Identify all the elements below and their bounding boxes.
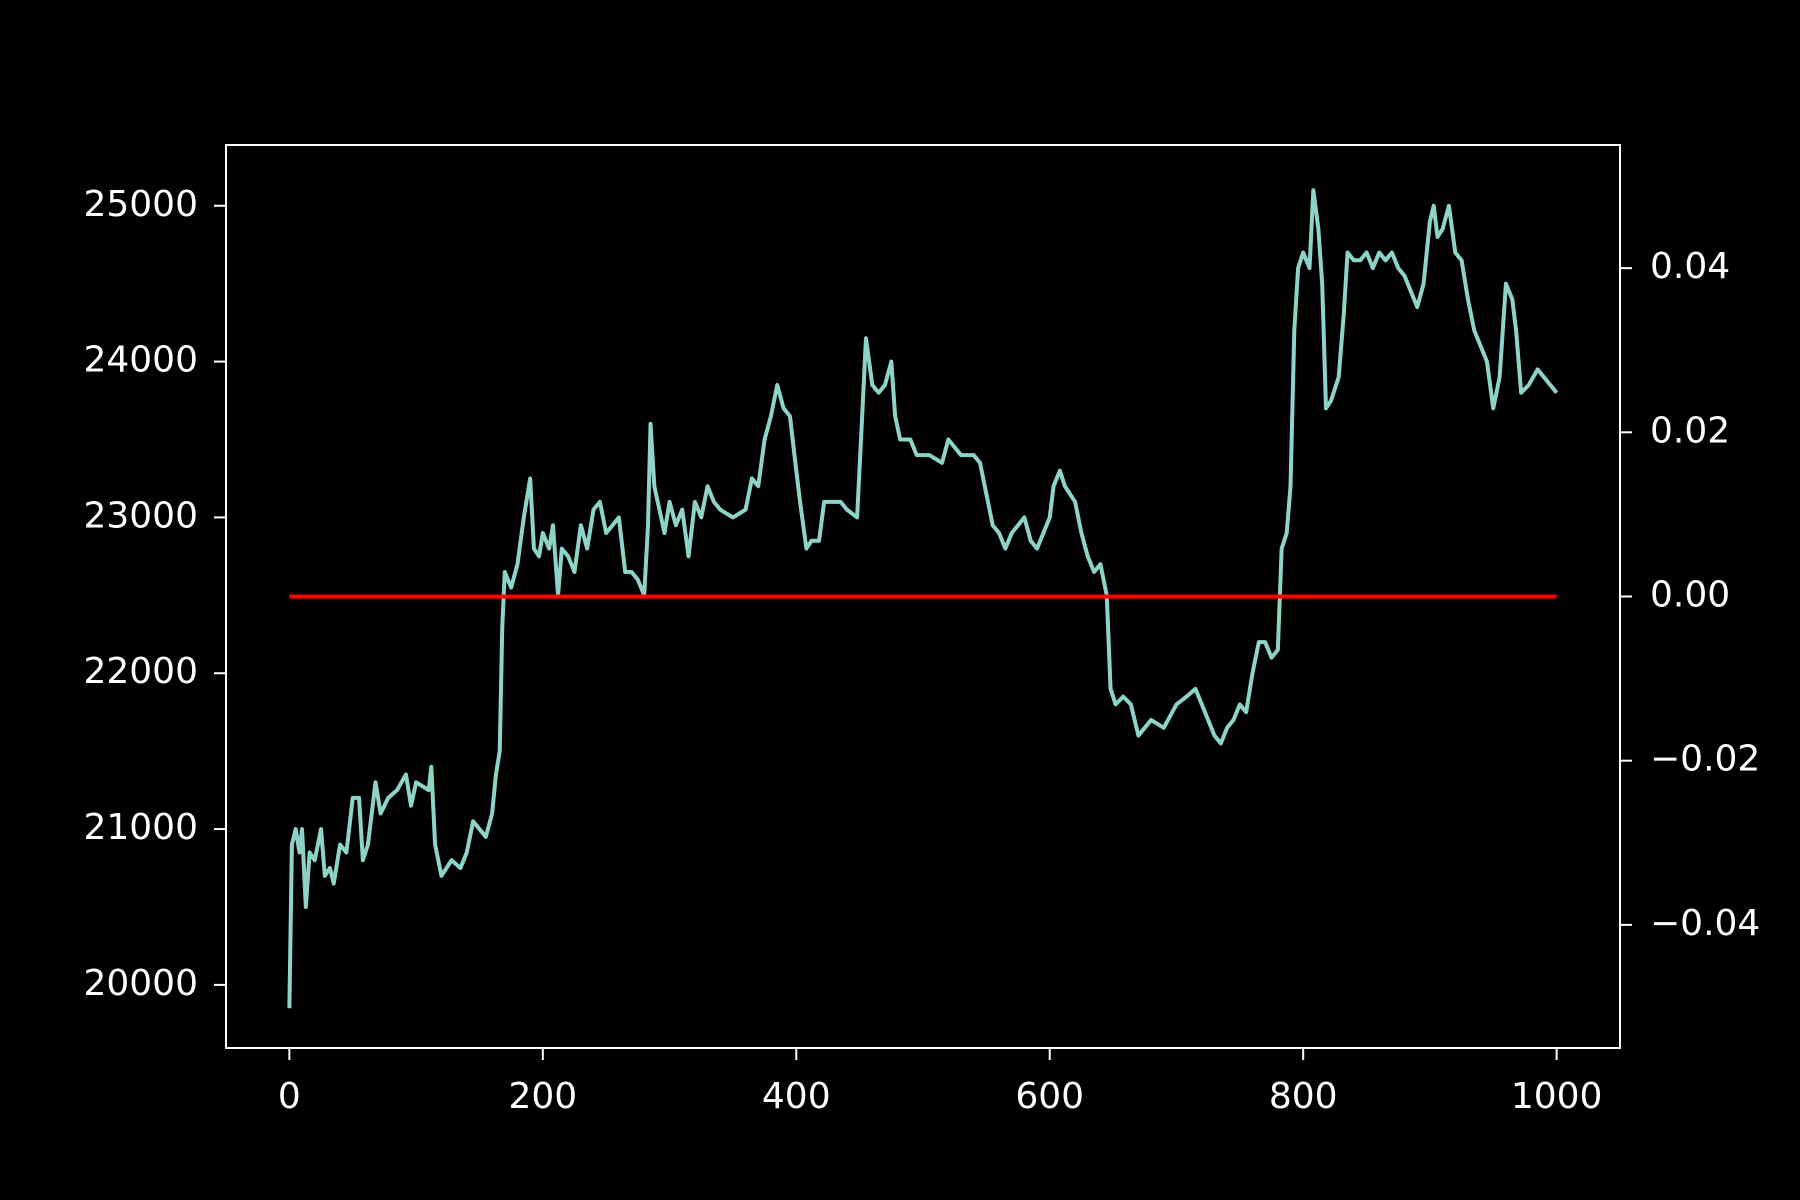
x-tick-label: 1000 <box>1511 1076 1603 1117</box>
x-tick-label: 200 <box>508 1076 577 1117</box>
y2-tick-label: −0.02 <box>1650 739 1760 780</box>
x-tick-label: 600 <box>1015 1076 1084 1117</box>
y2-tick-label: −0.04 <box>1650 903 1760 944</box>
y-tick-label: 25000 <box>83 184 198 225</box>
y-tick-label: 23000 <box>83 495 198 536</box>
data-line <box>287 188 1559 1009</box>
y-tick-label: 22000 <box>83 651 198 692</box>
x-tick-label: 0 <box>278 1076 301 1117</box>
x-tick-label: 800 <box>1269 1076 1338 1117</box>
y2-tick-label: 0.02 <box>1650 410 1730 451</box>
y-tick-label: 21000 <box>83 807 198 848</box>
y2-tick-label: 0.04 <box>1650 246 1730 287</box>
y2-tick-label: 0.00 <box>1650 575 1730 616</box>
x-tick-label: 400 <box>762 1076 831 1117</box>
y-tick-label: 20000 <box>83 963 198 1004</box>
y-tick-label: 24000 <box>83 340 198 381</box>
